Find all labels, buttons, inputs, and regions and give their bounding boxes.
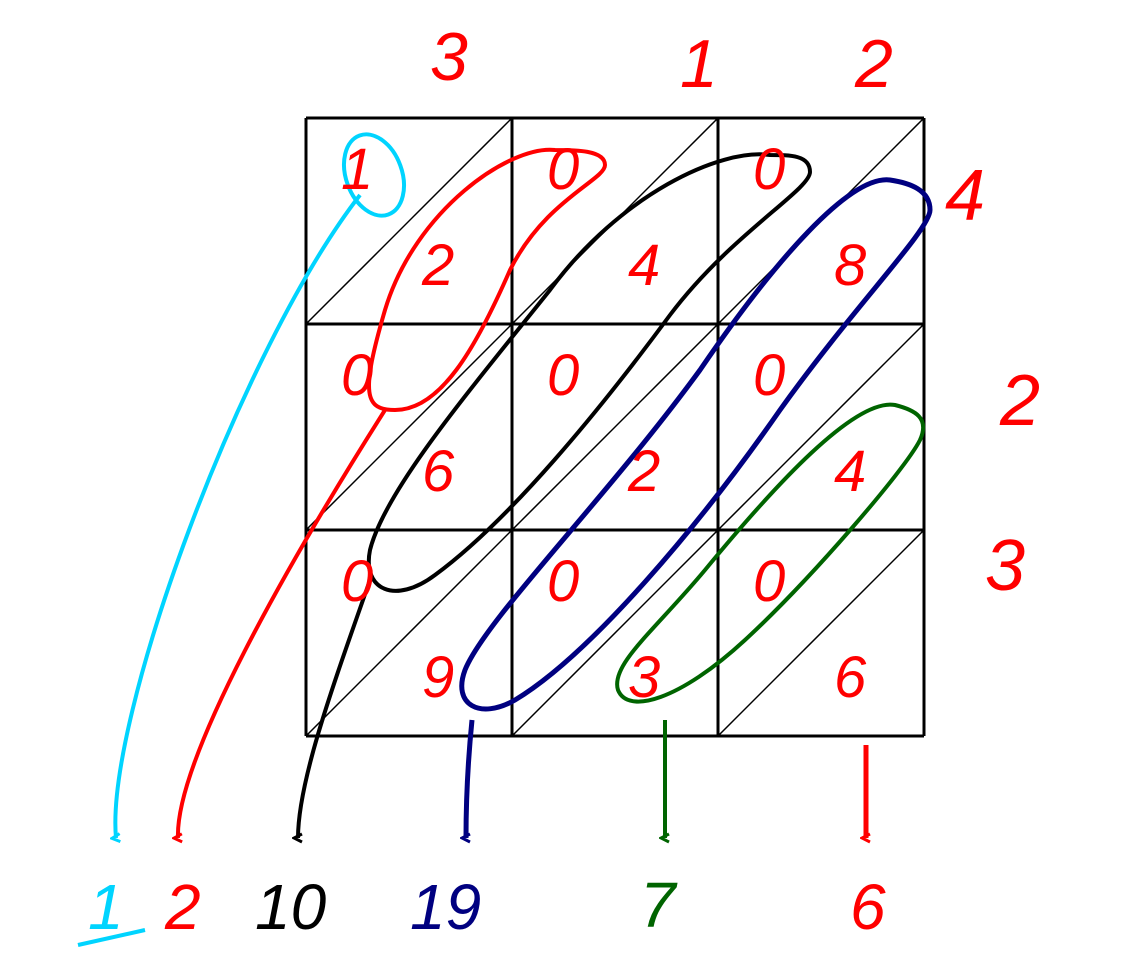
cell-lower-0-1: 4: [628, 232, 660, 299]
cell-upper-0-0: 1: [341, 136, 373, 203]
cell-upper-0-2: 0: [753, 136, 785, 203]
cell-upper-2-0: 0: [341, 548, 373, 615]
diagonal-sum-5: 6: [850, 870, 886, 944]
cell-lower-1-0: 6: [422, 438, 454, 505]
cell-upper-1-1: 0: [547, 342, 579, 409]
row-header-1: 2: [1000, 360, 1040, 442]
cell-lower-0-0: 2: [422, 232, 454, 299]
cell-upper-0-1: 0: [547, 136, 579, 203]
diagonal-sum-1: 2: [165, 870, 201, 944]
cell-lower-2-2: 6: [834, 644, 866, 711]
cell-lower-1-1: 2: [628, 438, 660, 505]
col-header-0: 3: [430, 18, 468, 96]
cell-upper-1-2: 0: [753, 342, 785, 409]
cell-lower-2-1: 3: [628, 644, 660, 711]
col-header-1: 1: [680, 25, 718, 103]
cell-upper-1-0: 0: [341, 342, 373, 409]
row-header-0: 4: [945, 155, 985, 237]
cell-lower-2-0: 9: [422, 644, 454, 711]
cell-lower-0-2: 8: [834, 232, 866, 299]
cell-upper-2-2: 0: [753, 548, 785, 615]
col-header-2: 2: [855, 25, 893, 103]
row-header-2: 3: [985, 525, 1025, 607]
cell-upper-2-1: 0: [547, 548, 579, 615]
diagonal-sum-2: 10: [255, 870, 326, 944]
diagonal-groups: [333, 126, 930, 709]
diagonal-sum-3: 19: [410, 870, 481, 944]
diagonal-sum-0: 1: [88, 870, 124, 944]
cell-lower-1-2: 4: [834, 438, 866, 505]
diagonal-sum-4: 7: [640, 868, 676, 942]
